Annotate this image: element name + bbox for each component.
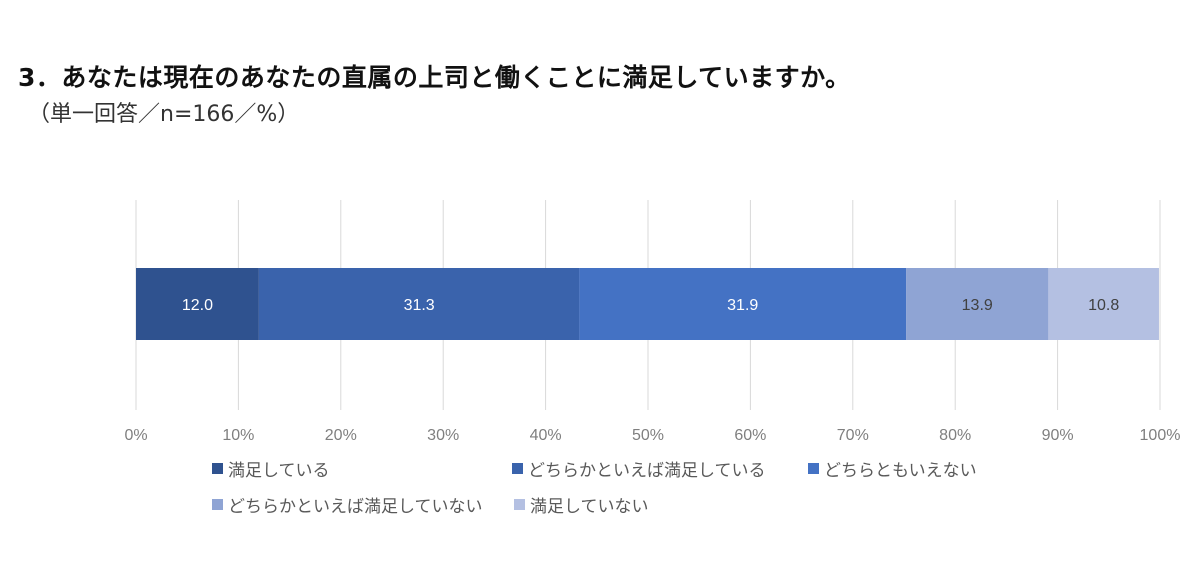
bar-segment	[906, 268, 1049, 340]
legend-swatch	[212, 463, 223, 474]
x-tick-label: 30%	[427, 427, 459, 444]
legend-label: どちらかといえば満足していない	[228, 497, 483, 517]
legend-swatch	[808, 463, 819, 474]
legend-swatch	[212, 499, 223, 510]
legend-label: 満足していない	[530, 497, 649, 517]
x-tick-label: 70%	[837, 427, 869, 444]
legend-item: どちらともいえない	[808, 456, 977, 481]
legend-label: どちらともいえない	[824, 461, 977, 481]
bar-segment	[579, 268, 907, 340]
data-labels: 12.0 31.3 31.9 13.9 10.8	[182, 297, 1119, 314]
legend-item: 満足していない	[514, 492, 649, 517]
x-tick-label: 60%	[734, 427, 766, 444]
data-label: 12.0	[182, 297, 213, 314]
x-tick-label: 50%	[632, 427, 664, 444]
legend-item: 満足している	[212, 456, 330, 481]
legend-item: どちらかといえば満足していない	[212, 492, 483, 517]
x-tick-label: 80%	[939, 427, 971, 444]
data-label: 31.9	[727, 297, 758, 314]
legend-swatch	[512, 463, 523, 474]
x-tick-label: 0%	[124, 427, 147, 444]
legend-swatch	[514, 499, 525, 510]
chart-subtitle: （単一回答／n=166／%）	[28, 102, 300, 127]
x-tick-label: 100%	[1140, 427, 1181, 444]
data-label: 10.8	[1088, 297, 1119, 314]
legend-label: 満足している	[228, 461, 330, 481]
x-tick-label: 40%	[530, 427, 562, 444]
x-tick-label: 20%	[325, 427, 357, 444]
chart-title: 3．あなたは現在のあなたの直属の上司と働くことに満足していますか。	[18, 63, 851, 92]
x-tick-label: 90%	[1042, 427, 1074, 444]
legend-label: どちらかといえば満足している	[528, 461, 766, 481]
bar-segment	[136, 268, 259, 340]
x-tick-label: 10%	[222, 427, 254, 444]
legend-item: どちらかといえば満足している	[512, 456, 766, 481]
x-axis-ticks: 0% 10% 20% 30% 40% 50% 60% 70% 80% 90% 100%	[124, 427, 1180, 444]
data-label: 13.9	[962, 297, 993, 314]
bar-segment	[258, 268, 580, 340]
bar-segment	[1048, 268, 1159, 340]
bar-segments	[136, 268, 1159, 340]
data-label: 31.3	[404, 297, 435, 314]
